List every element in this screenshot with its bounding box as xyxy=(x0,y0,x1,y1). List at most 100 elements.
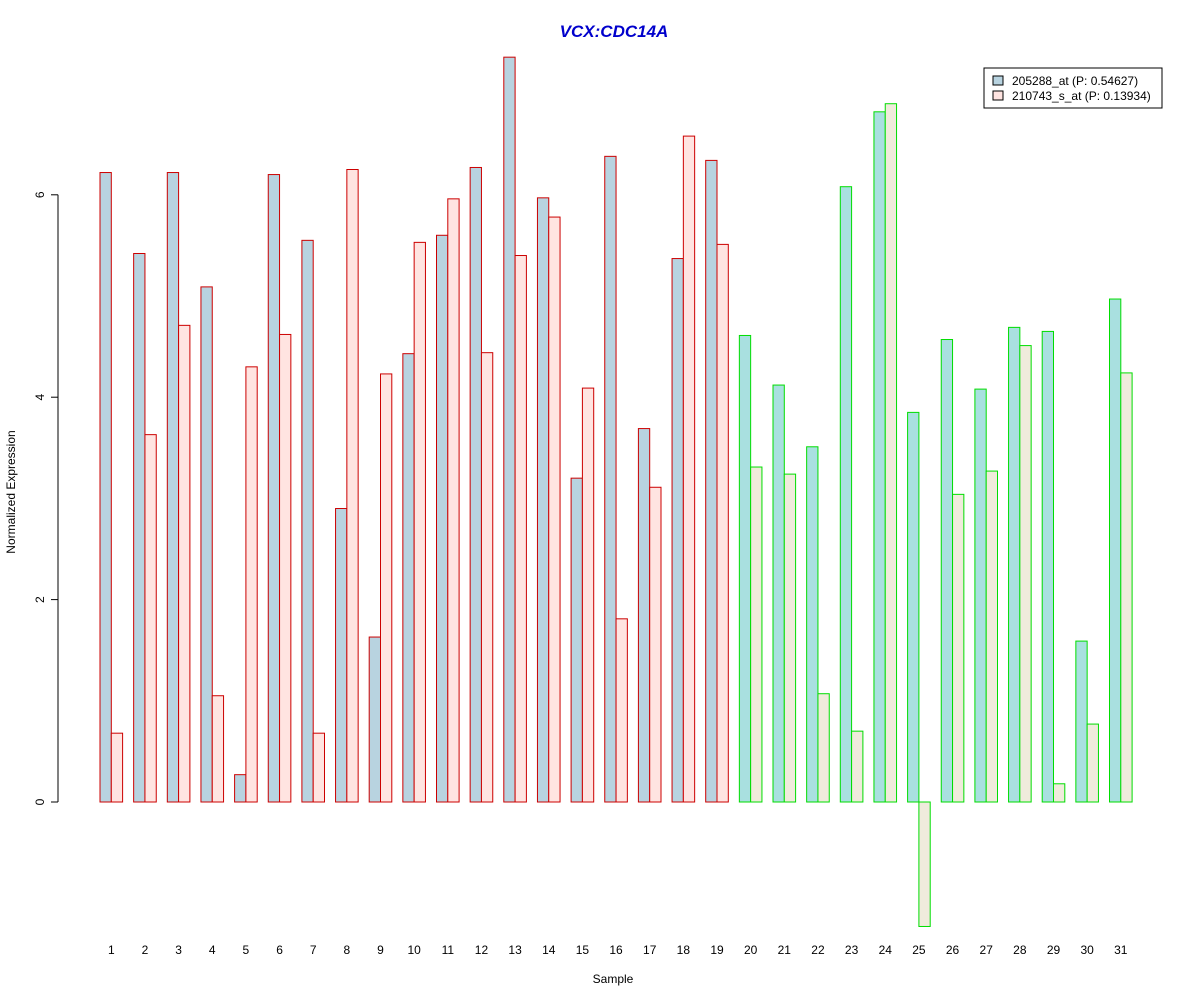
bar-series2 xyxy=(514,255,527,803)
y-tick-label: 2 xyxy=(33,596,47,603)
x-tick-label: 20 xyxy=(744,943,758,957)
y-tick-label: 0 xyxy=(33,798,47,805)
legend: 205288_at (P: 0.54627)210743_s_at (P: 0.… xyxy=(983,67,1163,109)
bar-series2 xyxy=(682,135,696,803)
x-tick-label: 25 xyxy=(912,943,926,957)
bar-series1 xyxy=(806,446,819,803)
x-tick-label: 12 xyxy=(475,943,489,957)
x-tick-label: 29 xyxy=(1047,943,1061,957)
x-tick-label: 1 xyxy=(108,943,115,957)
bar-series2 xyxy=(615,618,628,803)
bar-series1 xyxy=(974,388,987,803)
x-tick-label: 2 xyxy=(142,943,149,957)
x-tick-label: 10 xyxy=(407,943,421,957)
bar-series1 xyxy=(1041,330,1054,803)
bar-series2 xyxy=(279,333,292,803)
bar-series2 xyxy=(716,243,729,803)
x-tick-label: 31 xyxy=(1114,943,1128,957)
x-tick-label: 13 xyxy=(508,943,522,957)
x-tick-label: 17 xyxy=(643,943,657,957)
bar-series2 xyxy=(817,693,830,803)
x-tick-label: 24 xyxy=(879,943,893,957)
bar-series1 xyxy=(1075,640,1088,803)
legend-box xyxy=(983,67,1163,109)
bar-series1 xyxy=(166,172,180,803)
bar-series1 xyxy=(99,172,112,803)
bar-series2 xyxy=(346,169,359,803)
x-tick-label: 21 xyxy=(778,943,792,957)
bar-series1 xyxy=(133,252,146,803)
bar-series1 xyxy=(671,258,684,803)
x-tick-label: 16 xyxy=(609,943,623,957)
legend-label: 205288_at (P: 0.54627) xyxy=(1012,74,1138,88)
x-tick-label: 27 xyxy=(980,943,994,957)
bar-series2 xyxy=(211,695,225,803)
bar-series2 xyxy=(783,473,797,803)
y-axis-title: Normalized Expression xyxy=(4,430,18,553)
bar-series1 xyxy=(570,477,583,803)
bar-series2 xyxy=(649,486,662,803)
x-tick-label: 19 xyxy=(710,943,724,957)
bar-series1 xyxy=(772,384,785,803)
legend-swatch xyxy=(992,75,1004,86)
bar-series2 xyxy=(581,387,595,803)
x-tick-label: 23 xyxy=(845,943,859,957)
bar-series2 xyxy=(918,801,931,927)
bar-series1 xyxy=(200,286,213,803)
x-tick-label: 3 xyxy=(175,943,182,957)
bar-series1 xyxy=(907,411,920,803)
x-tick-label: 30 xyxy=(1080,943,1094,957)
bar-series1 xyxy=(873,111,886,803)
bar-series2 xyxy=(447,198,460,803)
x-tick-label: 7 xyxy=(310,943,317,957)
bar-series2 xyxy=(1120,372,1133,803)
chart-title: VCX:CDC14A xyxy=(560,22,669,41)
x-tick-label: 5 xyxy=(243,943,250,957)
bar-series1 xyxy=(536,197,550,803)
bar-series1 xyxy=(1008,326,1021,803)
y-axis: 0 2 4 6 xyxy=(33,191,59,805)
bar-series2 xyxy=(884,103,898,803)
bar-series2 xyxy=(480,352,494,803)
bar-series1 xyxy=(368,636,382,803)
bar-series2 xyxy=(952,493,965,803)
bar-series2 xyxy=(178,324,191,803)
x-tick-label: 14 xyxy=(542,943,556,957)
bar-series1 xyxy=(637,428,651,803)
y-tick-label: 6 xyxy=(33,191,47,198)
bar-series1 xyxy=(436,234,449,803)
bar-series1 xyxy=(301,239,314,803)
bar-series2 xyxy=(144,434,157,803)
bar-series1 xyxy=(1109,298,1122,803)
x-tick-labels: 1 2 3 4 5 6 7 8 9 10 11 12 13 14 15 16 17 18 19 20 21 22 23 24 2… xyxy=(108,943,1128,957)
bar-series2 xyxy=(750,466,763,803)
bar-series1 xyxy=(267,174,281,803)
x-tick-label: 18 xyxy=(677,943,691,957)
x-tick-label: 8 xyxy=(344,943,351,957)
x-tick-label: 9 xyxy=(377,943,384,957)
bars xyxy=(99,56,1133,927)
bar-series2 xyxy=(413,241,426,803)
bar-series1 xyxy=(738,334,752,803)
bar-series1 xyxy=(234,774,247,803)
bar-series2 xyxy=(245,366,258,803)
bar-series1 xyxy=(604,155,617,803)
bar-series1 xyxy=(503,56,516,803)
bar-series2 xyxy=(110,732,124,803)
bar-series2 xyxy=(985,470,999,803)
bar-series2 xyxy=(312,732,326,803)
x-tick-label: 4 xyxy=(209,943,216,957)
bar-series1 xyxy=(335,508,348,803)
bar-series1 xyxy=(705,159,718,803)
bar-series2 xyxy=(1053,783,1066,803)
x-axis-title: Sample xyxy=(593,972,634,986)
bar-series1 xyxy=(469,166,482,803)
x-tick-label: 6 xyxy=(276,943,283,957)
y-tick-label: 4 xyxy=(33,394,47,401)
bar-series1 xyxy=(402,353,415,803)
bar-series2 xyxy=(548,216,561,803)
bar-series1 xyxy=(940,339,954,803)
bar-series2 xyxy=(380,373,393,803)
x-tick-label: 28 xyxy=(1013,943,1027,957)
